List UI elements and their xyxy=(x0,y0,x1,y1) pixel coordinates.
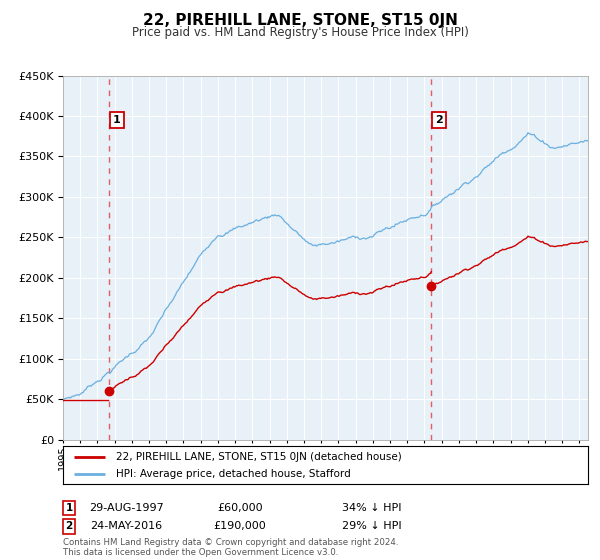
Text: 2: 2 xyxy=(436,115,443,125)
Text: £60,000: £60,000 xyxy=(217,503,263,513)
Text: 2: 2 xyxy=(65,521,73,531)
Text: 24-MAY-2016: 24-MAY-2016 xyxy=(90,521,162,531)
Text: 22, PIREHILL LANE, STONE, ST15 0JN: 22, PIREHILL LANE, STONE, ST15 0JN xyxy=(143,13,457,28)
Text: £190,000: £190,000 xyxy=(214,521,266,531)
Text: 29-AUG-1997: 29-AUG-1997 xyxy=(89,503,163,513)
Text: 34% ↓ HPI: 34% ↓ HPI xyxy=(342,503,402,513)
Text: Contains HM Land Registry data © Crown copyright and database right 2024.
This d: Contains HM Land Registry data © Crown c… xyxy=(63,538,398,557)
Text: 1: 1 xyxy=(113,115,121,125)
Text: 22, PIREHILL LANE, STONE, ST15 0JN (detached house): 22, PIREHILL LANE, STONE, ST15 0JN (deta… xyxy=(115,451,401,461)
Text: Price paid vs. HM Land Registry's House Price Index (HPI): Price paid vs. HM Land Registry's House … xyxy=(131,26,469,39)
Text: 1: 1 xyxy=(65,503,73,513)
Text: 29% ↓ HPI: 29% ↓ HPI xyxy=(342,521,402,531)
Text: HPI: Average price, detached house, Stafford: HPI: Average price, detached house, Staf… xyxy=(115,469,350,479)
